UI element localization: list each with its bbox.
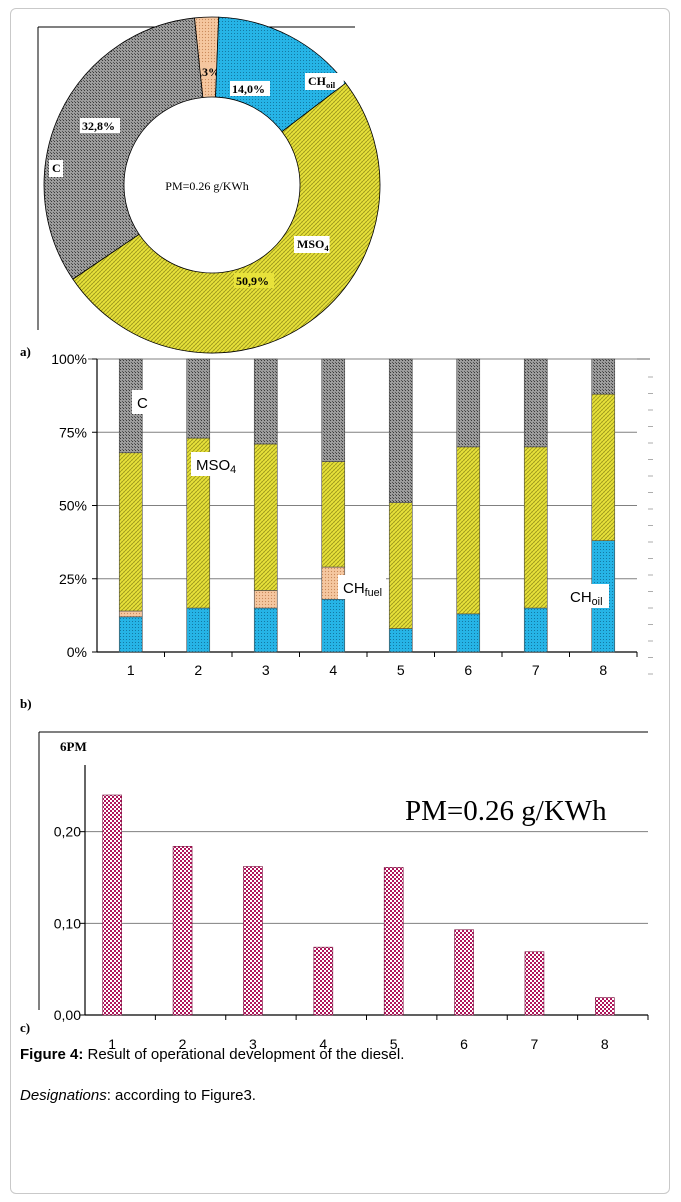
stacked-x-tick-label: 7 [532,662,540,678]
pm-y-tick-label: 0,20 [54,824,81,840]
stacked-bar-segment [118,616,143,653]
stacked-y-tick-label: 100% [51,351,87,367]
pie-value-label-box [230,81,270,96]
stacked-series-label: C [137,395,148,412]
pm-y-axis-label: 6PM [60,739,87,754]
stacked-bar-segment [118,610,143,618]
pm-x-tick-label: 3 [249,1036,257,1052]
pm-x-tick-label: 2 [179,1036,187,1052]
stacked-bar-segment [253,358,278,445]
stacked-bar-segment [253,590,278,609]
pm-x-tick-label: 6 [460,1036,468,1052]
stacked-bar-segment [388,628,413,653]
pie-name-label-box [49,160,63,177]
panel-a-label: a) [20,344,31,359]
stacked-series-label: CHoil [570,589,602,608]
stacked-x-tick-label: 2 [194,662,202,678]
pm-annotation: PM=0.26 g/KWh [405,795,607,827]
stacked-series-label-box [191,452,233,476]
stacked-bar-segment [523,358,548,448]
pie-name-label: CHoil [308,74,336,90]
pie-slice-c [43,17,204,280]
pie-chart: 2,3%CHfuel14,0%CHoil50,9%MSO432,8%CPM=0.… [43,16,381,354]
pie-value-label: 50,9% [236,274,269,288]
stacked-x-tick-label: 3 [262,662,270,678]
pm-bar [102,794,122,1016]
pie-name-label-box [294,236,330,253]
stacked-bar-segment [523,607,548,653]
stacked-x-tick-label: 6 [464,662,472,678]
panel-c-label: c) [20,1020,30,1035]
stacked-y-tick-label: 0% [67,644,87,660]
pm-x-tick-label: 4 [319,1036,327,1052]
pm-bar [595,997,615,1016]
pie-value-label-box [80,118,120,133]
pie-value-label: 14,0% [232,82,265,96]
pm-bar [524,951,545,1016]
stacked-bar-segment [456,358,481,448]
stacked-bar-segment [456,613,481,653]
stacked-x-tick-label: 4 [329,662,337,678]
stacked-bar-segment [321,461,346,568]
figure-caption: Figure 4: Result of operational developm… [20,1046,404,1063]
pm-x-tick-label: 1 [108,1036,116,1052]
stacked-bar-segment [253,443,278,591]
pm-y-tick-label: 0,00 [54,1007,81,1023]
stacked-series-label-box [565,584,609,608]
stacked-bar-segment [118,452,143,612]
stacked-y-tick-label: 50% [59,498,87,514]
stacked-bar-segment [591,358,616,395]
stacked-bar-segment [388,502,413,629]
stacked-bar-segment [456,446,481,615]
stacked-series-label-box [132,390,152,414]
stacked-y-tick-label: 75% [59,424,87,440]
stacked-bar-segment [186,607,211,653]
caption-text: Result of operational development of the… [83,1046,405,1063]
designations-text: : according to Figure3. [106,1087,256,1104]
stacked-bar-segment [253,607,278,653]
pm-bar-chart: 6PM 0,00 0,10 0,20 1 2 3 4 5 6 7 8 PM=0.26 g/KWh [38,731,649,1052]
pm-bar [383,867,404,1016]
pie-name-label-box [305,73,344,90]
stacked-bar-segment [388,358,413,503]
pm-bar [313,946,334,1016]
pm-bar [454,929,474,1016]
stacked-bar-segment [321,598,346,653]
stacked-bar-segment [321,358,346,462]
panel-b-label: b) [20,696,32,711]
pm-y-tick-label: 0,10 [54,915,81,931]
pm-x-tick-label: 8 [601,1036,609,1052]
pm-x-tick-label: 5 [390,1036,398,1052]
pm-x-tick-label: 7 [531,1036,539,1052]
stacked-series-label: CHfuel [343,580,382,599]
stacked-bar-segment [591,393,616,541]
pm-bar [172,846,193,1016]
stacked-x-tick-label: 5 [397,662,405,678]
stacked-x-tick-label: 8 [599,662,607,678]
stacked-x-tick-label: 1 [127,662,135,678]
pm-annotation-box [398,783,630,829]
pie-slice-mso4 [72,82,381,354]
designations-label: Designations [20,1087,107,1104]
pie-value-label-box [234,273,274,288]
stacked-bar-segment [186,358,211,439]
designations-note: Designations: according to Figure3. [20,1087,256,1104]
stacked-y-tick-label: 25% [59,571,87,587]
pm-bar [243,866,263,1016]
caption-label: Figure 4: [20,1046,84,1063]
stacked-series-label: MSO4 [196,457,236,476]
stacked-series-label-box [338,575,386,599]
pie-name-label: MSO4 [297,237,329,253]
pie-center-text: PM=0.26 g/KWh [165,179,248,193]
stacked-bar-chart: 0% 25% 50% 75% 100% 1 2 3 4 5 6 7 8 CHoil CHfuel MSO4 C [51,351,653,678]
pie-value-label: 32,8% [82,119,115,133]
pie-name-label: C [52,161,61,175]
stacked-bar-segment [523,446,548,609]
